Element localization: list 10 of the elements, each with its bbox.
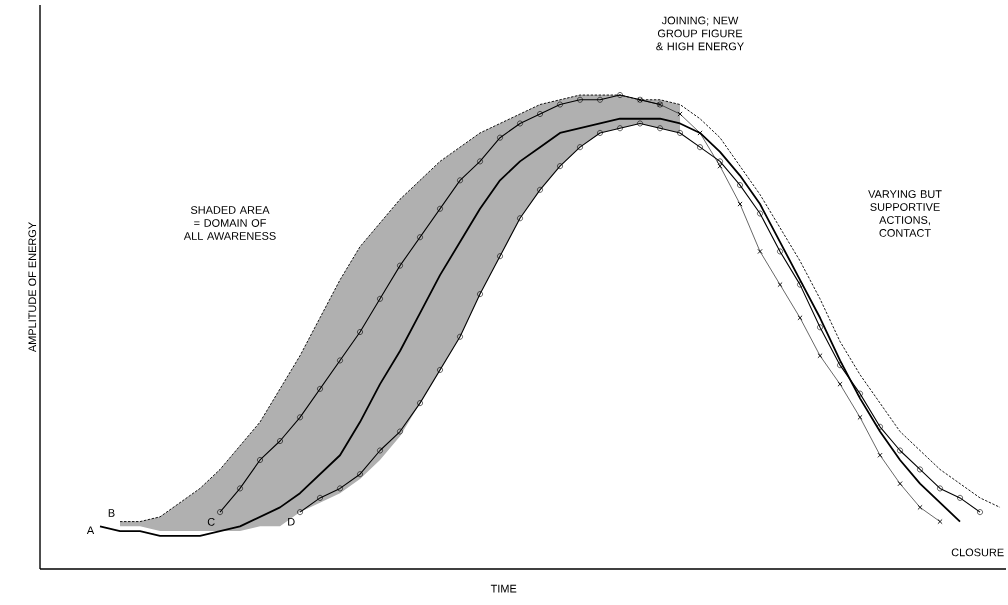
annotation: SHADED AREA = DOMAIN OF ALL AWARENESS bbox=[183, 206, 276, 240]
x-axis-title: TIME bbox=[490, 584, 517, 593]
text: JOINING; NEW GROUP FIGURE & HIGH ENERGY bbox=[656, 16, 744, 51]
series-label: C bbox=[207, 517, 215, 526]
series-label: B bbox=[108, 509, 115, 517]
series-label: D bbox=[288, 517, 295, 526]
annotation: VARYING BUT SUPPORTIVE ACTIONS, CONTACT bbox=[868, 190, 942, 237]
series-label: A bbox=[86, 526, 95, 535]
annotation: CLOSURE bbox=[951, 548, 1004, 557]
y-axis-title: AMPLITUDE OF ENERGY bbox=[28, 222, 37, 353]
